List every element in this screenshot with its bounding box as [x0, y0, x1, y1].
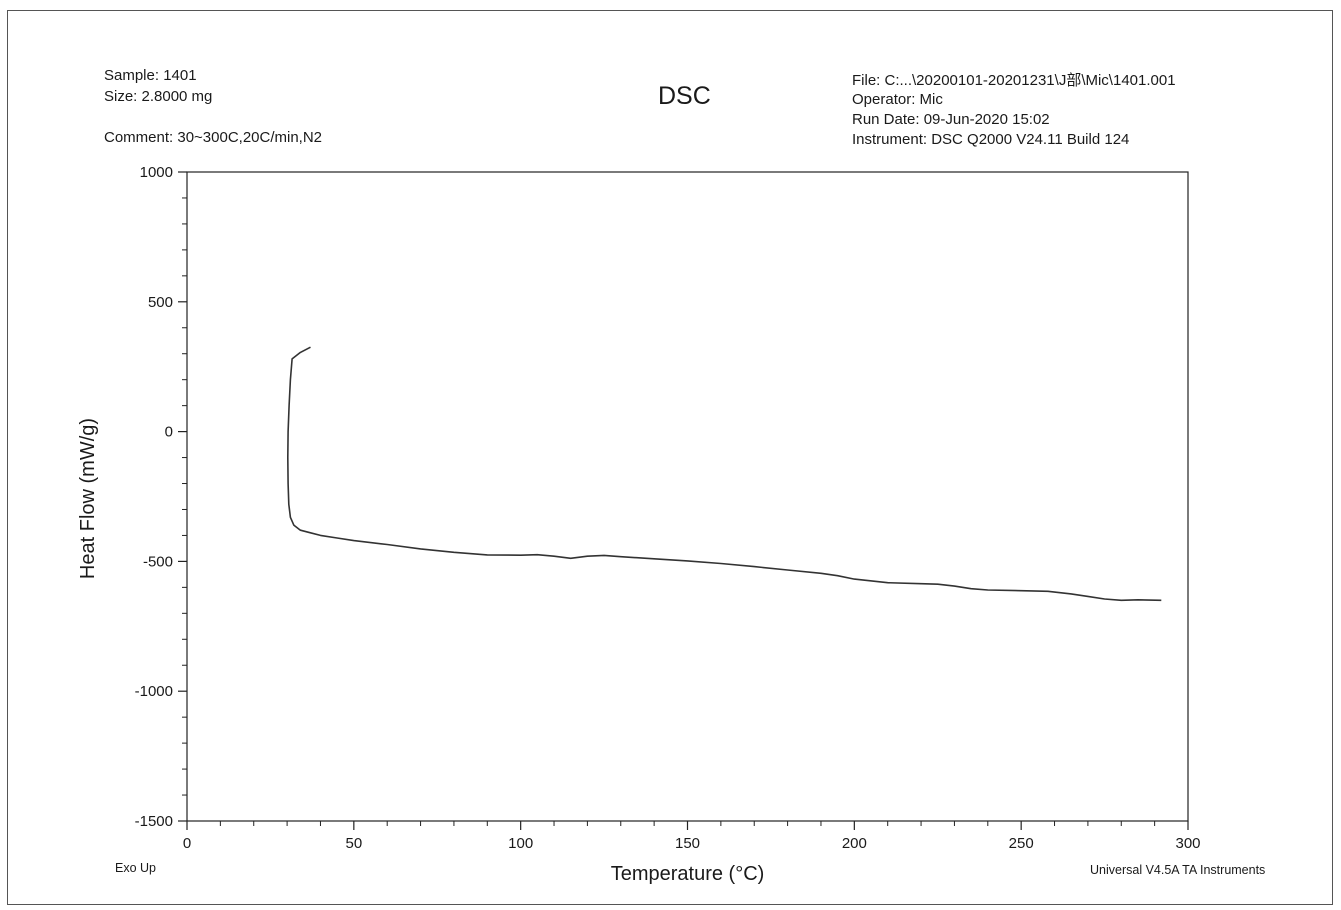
x-tick-label: 50 — [345, 835, 362, 852]
exo-up-label: Exo Up — [115, 861, 156, 875]
sample-label: Sample: 1401 — [104, 67, 197, 84]
x-tick-label: 150 — [675, 835, 700, 852]
page-frame — [7, 10, 1333, 905]
x-axis-ticks: 0 50 100 150 200 250 300 — [183, 821, 1201, 852]
x-tick-label: 200 — [842, 835, 867, 852]
y-tick-label: -500 — [143, 553, 173, 570]
file-label: File: C:...\20200101-20201231\J部\Mic\140… — [852, 72, 1176, 89]
y-tick-label: 1000 — [140, 164, 173, 181]
x-tick-label: 250 — [1009, 835, 1034, 852]
x-axis-label: Temperature (°C) — [611, 863, 765, 885]
x-tick-label: 100 — [508, 835, 533, 852]
y-tick-label: 500 — [148, 294, 173, 311]
y-tick-label: -1500 — [135, 813, 173, 830]
comment-label: Comment: 30~300C,20C/min,N2 — [104, 129, 323, 146]
instrument-label: Instrument: DSC Q2000 V24.11 Build 124 — [852, 131, 1130, 148]
size-label: Size: 2.8000 mg — [104, 88, 213, 105]
y-axis-label: Heat Flow (mW/g) — [77, 418, 99, 579]
x-tick-label: 300 — [1175, 835, 1200, 852]
x-tick-label: 0 — [183, 835, 191, 852]
y-tick-label: 0 — [165, 424, 173, 441]
y-axis-ticks: 1000 500 0 -500 -1000 -1500 — [135, 164, 187, 830]
run-date-label: Run Date: 09-Jun-2020 15:02 — [852, 111, 1050, 128]
chart-title: DSC — [658, 82, 711, 110]
operator-label: Operator: Mic — [852, 91, 943, 108]
heat-flow-series-line — [287, 346, 1162, 602]
y-tick-label: -1000 — [135, 683, 173, 700]
software-label: Universal V4.5A TA Instruments — [1090, 863, 1266, 877]
plot-area — [186, 171, 1189, 822]
